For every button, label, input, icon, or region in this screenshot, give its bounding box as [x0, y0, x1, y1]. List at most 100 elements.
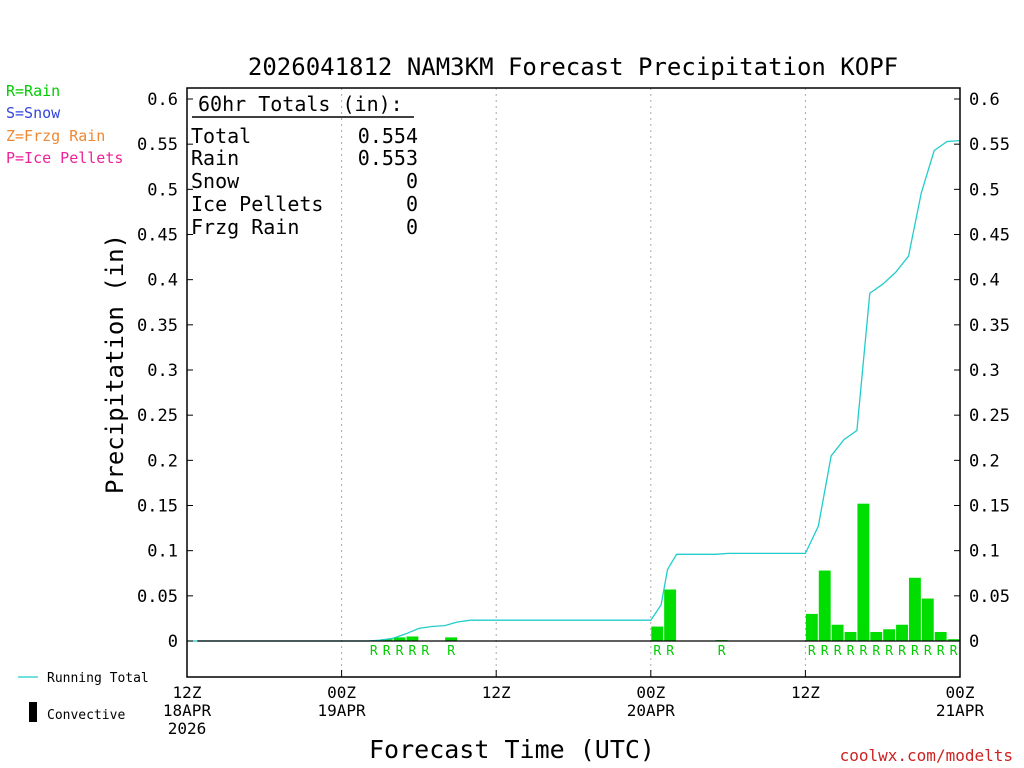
y-tick-label-right: 0.15 [969, 497, 1010, 517]
convective-legend-label: Convective [47, 708, 125, 723]
x-tick-label: 00Z [636, 683, 665, 702]
y-axis-label: Precipitation (in) [101, 234, 129, 494]
ptype-marker: R [447, 644, 455, 659]
precip-bars [380, 503, 960, 642]
legend-ice-pellets: P=Ice Pellets [6, 149, 123, 167]
ptype-marker: R [872, 644, 880, 659]
totals-ice-value: 0 [406, 192, 418, 216]
x-tick-label: 00Z [327, 683, 356, 702]
x-tick-label: 2026 [168, 719, 207, 738]
totals-frzg-label: Frzg Rain [191, 215, 299, 239]
precip-bar [818, 570, 831, 641]
precip-bar [651, 626, 664, 641]
y-tick-label-left: 0.55 [137, 135, 178, 155]
precip-bar [831, 624, 844, 641]
y-tick-label-left: 0.4 [147, 271, 178, 291]
axes [186, 87, 961, 678]
y-tick-label-right: 0.45 [969, 226, 1010, 246]
y-tick-label-right: 0.5 [969, 180, 1000, 200]
grid-lines [341, 88, 806, 677]
y-tick-label-left: 0.1 [147, 542, 178, 562]
chart-title: 2026041812 NAM3KM Forecast Precipitation… [248, 53, 898, 81]
y-tick-label-left: 0.3 [147, 361, 178, 381]
precip-bar [844, 631, 857, 641]
ptype-marker: R [396, 644, 404, 659]
x-tick-label: 12Z [791, 683, 820, 702]
series-legend: Running Total Convective [18, 671, 149, 723]
ptype-marker: R [370, 644, 378, 659]
tick-labels: 0.6 0.6 0.55 0.55 0.5 0.5 0.45 0.45 0.4 0.4 0.35 0.… [137, 90, 1010, 738]
ptype-marker: R [834, 644, 842, 659]
precip-bar [805, 613, 818, 641]
legend-rain: R=Rain [6, 82, 60, 100]
ptype-marker: R [653, 644, 661, 659]
y-tick-label-right: 0.25 [969, 406, 1010, 426]
totals-total-value: 0.554 [358, 124, 418, 148]
ptype-marker: R [898, 644, 906, 659]
totals-heading: 60hr Totals (in): [198, 92, 403, 116]
precip-bar [406, 636, 419, 641]
y-tick-label-left: 0.05 [137, 587, 178, 607]
ptype-marker: R [666, 644, 674, 659]
y-tick-label-left: 0.2 [147, 451, 178, 471]
ptype-marker: R [847, 644, 855, 659]
ptype-marker: R [859, 644, 867, 659]
y-tick-label-left: 0.35 [137, 316, 178, 336]
x-tick-label: 21APR [936, 701, 985, 720]
totals-frzg-value: 0 [406, 215, 418, 239]
totals-ice-label: Ice Pellets [191, 192, 323, 216]
y-tick-label-right: 0.35 [969, 316, 1010, 336]
ptype-marker: R [421, 644, 429, 659]
y-tick-label-left: 0.5 [147, 180, 178, 200]
precip-bar [857, 503, 870, 641]
totals-snow-label: Snow [191, 169, 240, 193]
ptype-marker: R [383, 644, 391, 659]
totals-snow-value: 0 [406, 169, 418, 193]
ptype-marker: R [718, 644, 726, 659]
totals-rain-label: Rain [191, 146, 239, 170]
running-total-line [187, 139, 961, 642]
precip-bar [947, 639, 960, 641]
precip-bar [664, 589, 677, 641]
x-tick-label: 12Z [173, 683, 202, 702]
totals-rain-value: 0.553 [358, 146, 418, 170]
precip-bar [908, 577, 921, 641]
precip-bar [870, 631, 883, 641]
y-tick-label-right: 0.1 [969, 542, 1000, 562]
y-tick-label-left: 0.45 [137, 226, 178, 246]
x-tick-label: 00Z [946, 683, 975, 702]
convective-legend-swatch [29, 702, 37, 722]
x-axis-label: Forecast Time (UTC) [369, 735, 655, 764]
y-tick-label-left: 0.6 [147, 90, 178, 110]
y-tick-label-right: 0.2 [969, 451, 1000, 471]
ptype-marker: R [937, 644, 945, 659]
ptype-marker: R [950, 644, 958, 659]
y-tick-label-right: 0.05 [969, 587, 1010, 607]
running-total-legend-label: Running Total [47, 671, 149, 686]
legend-frzg-rain: Z=Frzg Rain [6, 127, 105, 145]
precip-bar [896, 624, 908, 641]
running-total-layer [187, 139, 961, 642]
ptype-marker: R [808, 644, 816, 659]
y-tick-label-right: 0 [969, 632, 979, 652]
ptype-marker: R [409, 644, 417, 659]
precip-bar [393, 637, 406, 641]
y-tick-label-right: 0.4 [969, 271, 1000, 291]
y-tick-label-right: 0.3 [969, 361, 1000, 381]
precip-bar [934, 631, 947, 641]
precip-bar [380, 639, 393, 641]
y-tick-label-right: 0.55 [969, 135, 1010, 155]
x-tick-label: 20APR [627, 701, 676, 720]
precip-bar [445, 637, 458, 641]
x-tick-label: 18APR [163, 701, 212, 720]
totals-total-label: Total [191, 124, 251, 148]
credit-text: coolwx.com/modelts [840, 746, 1013, 765]
ptype-legend: R=Rain S=Snow Z=Frzg Rain P=Ice Pellets [6, 82, 123, 167]
x-tick-label: 12Z [482, 683, 511, 702]
ptype-marker: R [924, 644, 932, 659]
ptype-marker: R [911, 644, 919, 659]
precip-bar [921, 598, 934, 641]
ptype-marker: R [821, 644, 829, 659]
y-tick-label-left: 0.25 [137, 406, 178, 426]
